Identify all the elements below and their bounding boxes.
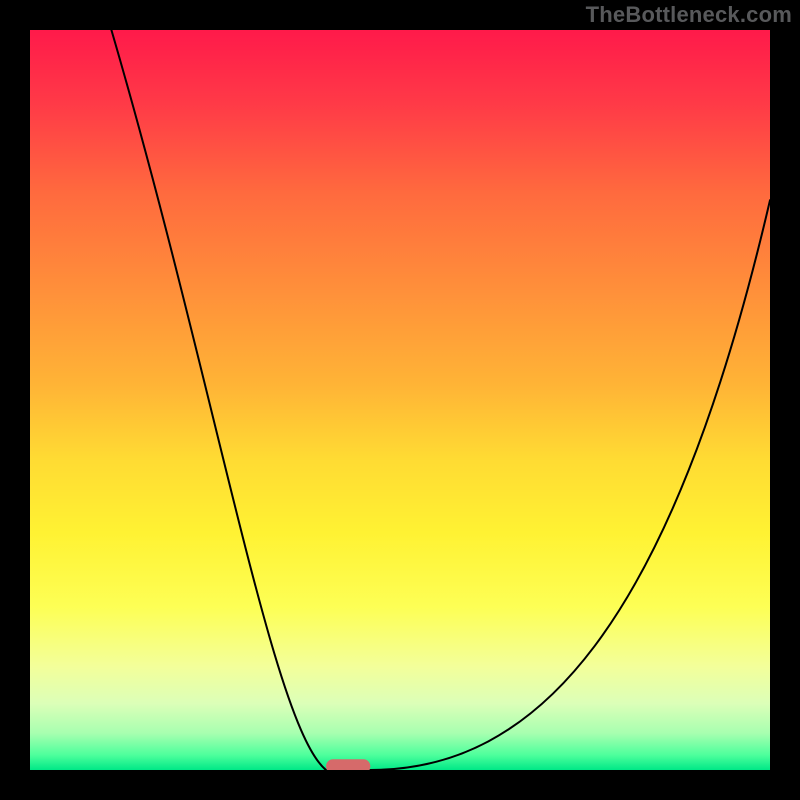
watermark-text: TheBottleneck.com <box>586 2 792 28</box>
gradient-background <box>30 30 770 770</box>
plot-area <box>30 30 770 770</box>
dip-marker <box>326 759 370 770</box>
chart-container: TheBottleneck.com <box>0 0 800 800</box>
